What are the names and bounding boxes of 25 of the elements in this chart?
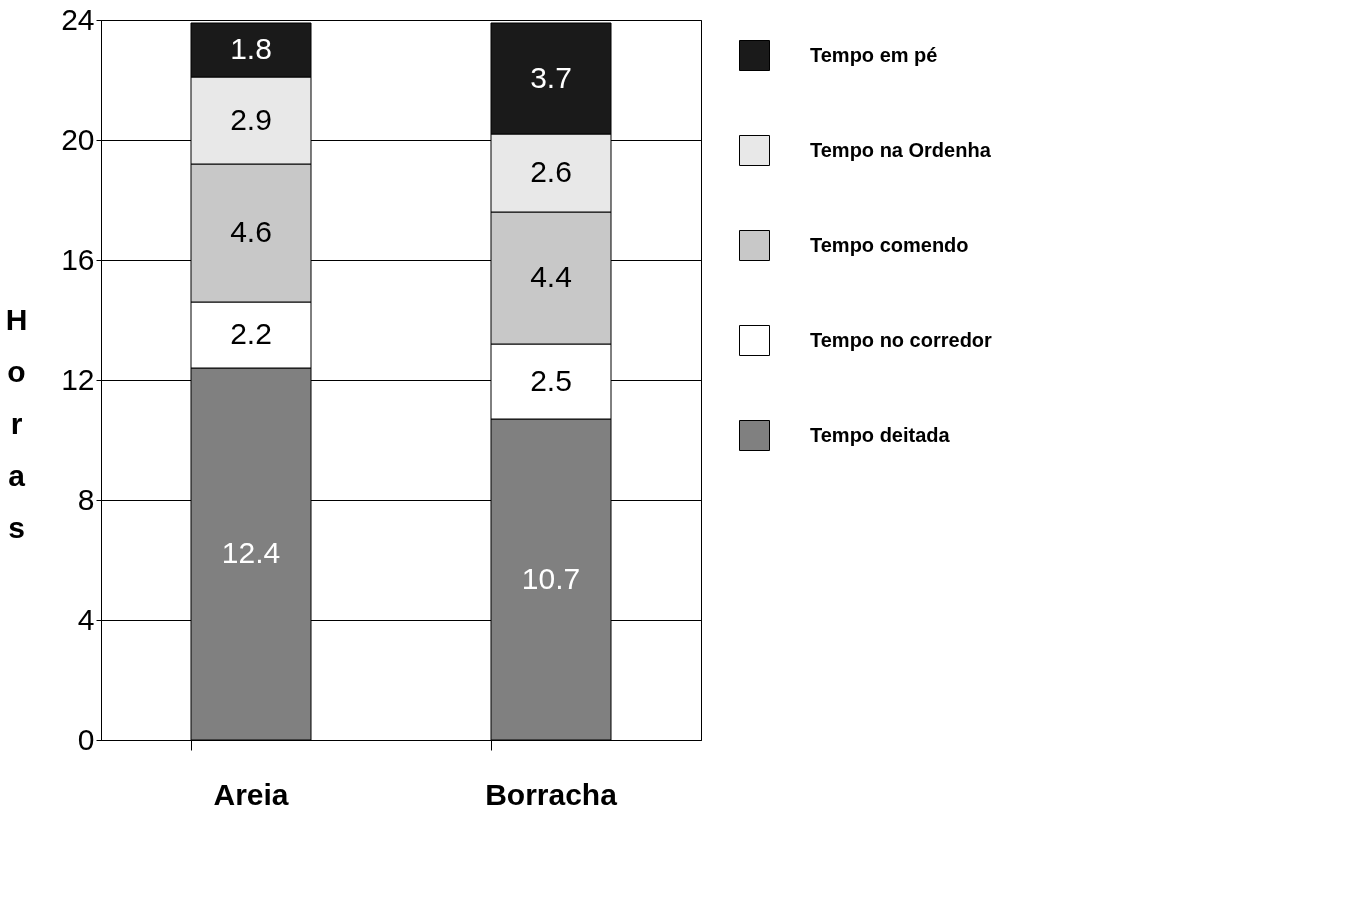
data-label: 2.2 bbox=[230, 317, 272, 350]
data-label: 4.6 bbox=[230, 215, 272, 248]
legend-label: Tempo no corredor bbox=[810, 328, 993, 351]
legend-label: Tempo em pé bbox=[810, 43, 938, 66]
data-label: 1.8 bbox=[230, 32, 272, 65]
y-tick-label: 0 bbox=[77, 722, 95, 756]
y-tick-label: 16 bbox=[61, 242, 95, 276]
x-tick-label: Areia bbox=[213, 777, 289, 811]
legend-label: Tempo deitada bbox=[810, 423, 951, 446]
data-label: 2.6 bbox=[530, 155, 572, 188]
legend-label: Tempo comendo bbox=[810, 233, 969, 256]
y-axis-title: Horas bbox=[5, 302, 28, 544]
y-tick-label: 20 bbox=[61, 122, 95, 156]
x-tick-label: Borracha bbox=[485, 777, 618, 811]
y-tick-label: 24 bbox=[61, 2, 95, 36]
data-label: 10.7 bbox=[521, 561, 581, 595]
data-label: 2.9 bbox=[230, 102, 272, 136]
y-tick-label: 12 bbox=[61, 362, 95, 396]
data-label: 3.7 bbox=[530, 60, 572, 94]
data-label: 12.4 bbox=[221, 536, 281, 569]
data-label: 4.4 bbox=[530, 260, 572, 293]
legend-label: Tempo na Ordenha bbox=[810, 138, 992, 161]
y-tick-label: 8 bbox=[77, 482, 95, 516]
y-tick-label: 4 bbox=[77, 602, 95, 636]
data-label: 2.5 bbox=[530, 363, 572, 397]
